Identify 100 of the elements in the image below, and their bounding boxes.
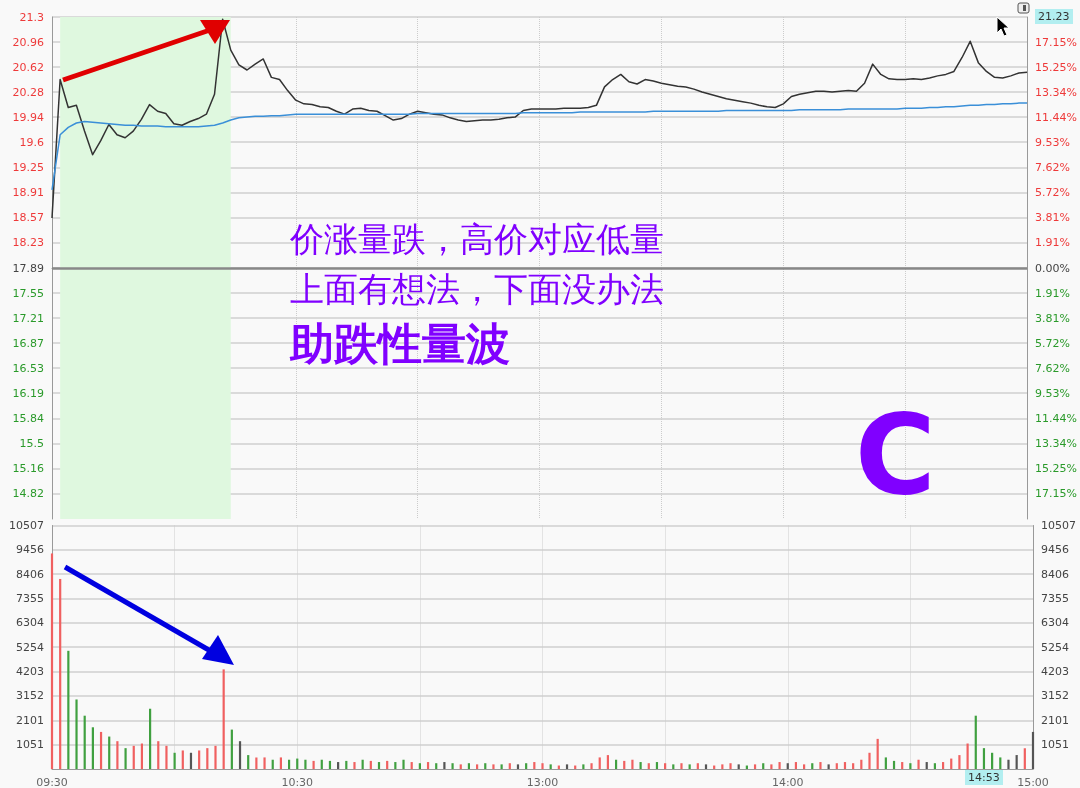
bar — [852, 763, 855, 769]
y2-tick-label: 6304 — [1041, 616, 1069, 630]
bar — [500, 764, 503, 769]
bar — [263, 757, 266, 769]
y2-tick-label: 3.81% — [1035, 211, 1071, 225]
bar — [876, 738, 879, 769]
bar — [565, 764, 569, 769]
y2-tick-label: 7.62% — [1035, 161, 1071, 175]
y-tick-label: 17.21 — [12, 311, 44, 325]
y3-tick-label: 7.62% — [1035, 361, 1071, 375]
x-tick-label: 14:00 — [771, 776, 804, 788]
bar — [925, 762, 928, 769]
bar — [198, 750, 201, 769]
bar — [696, 763, 699, 769]
bar — [353, 762, 356, 769]
bar — [508, 763, 511, 769]
x-tick-label: 09:30 — [36, 776, 68, 788]
y-tick-label: 16.87 — [12, 336, 44, 350]
bar — [459, 764, 462, 769]
y-tick-label: 3152 — [16, 689, 44, 703]
bar — [426, 762, 430, 769]
y-tick-label: 20.62 — [12, 60, 44, 74]
text: 21.23 — [1035, 9, 1073, 24]
bar — [1023, 748, 1026, 769]
annotation: 上面有想法，下面没办法 — [290, 269, 664, 309]
y2-tick-label: 2101 — [1041, 713, 1069, 727]
y-tick-label: 6304 — [16, 616, 44, 630]
bar — [476, 764, 479, 769]
y2-tick-label: 3152 — [1041, 689, 1069, 703]
bar — [933, 763, 936, 769]
bar — [982, 748, 986, 769]
bar — [484, 763, 487, 769]
bar — [451, 763, 454, 769]
bar — [410, 762, 413, 769]
bar — [247, 755, 250, 769]
bar — [230, 729, 233, 769]
bar — [680, 763, 683, 769]
y2-tick-label: 9.53% — [1035, 136, 1071, 149]
bar — [549, 764, 552, 769]
y-tick-label: 20.28 — [12, 85, 44, 99]
y-tick-label: 19.25 — [12, 161, 44, 175]
bar — [533, 762, 536, 769]
y-tick-label: 21.3 — [19, 10, 44, 24]
y2-tick-label: 15.25% — [1035, 60, 1078, 74]
bar — [811, 763, 814, 769]
bar — [721, 764, 724, 769]
bar — [631, 759, 634, 769]
bar — [75, 699, 78, 769]
bar — [59, 578, 62, 769]
bar — [149, 708, 152, 769]
bar — [435, 763, 438, 769]
bar — [762, 763, 765, 769]
bar — [664, 763, 667, 769]
bar — [753, 764, 757, 769]
bar — [819, 762, 822, 769]
x-tick-label: 15:00 — [1017, 776, 1049, 788]
text: 14:53 — [965, 770, 1003, 785]
y3-tick-label: 17.15% — [1035, 487, 1078, 501]
bar — [778, 762, 781, 769]
bar — [672, 764, 675, 769]
bar — [492, 764, 495, 769]
y-tick-label: 19.6 — [19, 135, 44, 149]
y-tick-label: 16.53 — [12, 361, 44, 375]
y3-tick-label: 11.44% — [1035, 412, 1078, 426]
y-tick-label: 16.19 — [12, 386, 44, 400]
y-tick-label: 18.23 — [12, 236, 44, 250]
y-tick-label: 1051 — [16, 738, 44, 752]
annotation: 价涨量跌，高价对应低量 — [290, 219, 664, 259]
bar — [582, 764, 585, 769]
y3-tick-label: 13.34% — [1035, 437, 1078, 451]
bar — [688, 764, 691, 769]
bar — [704, 764, 708, 769]
bar — [337, 762, 340, 769]
y-tick-label: 2101 — [16, 713, 44, 727]
bar — [860, 759, 863, 769]
bar — [786, 763, 789, 769]
bar — [443, 762, 446, 769]
bar — [958, 755, 961, 769]
y-tick-label: 14.82 — [12, 487, 44, 501]
bar — [843, 762, 847, 769]
y3-tick-label: 5.72% — [1035, 336, 1071, 350]
bar — [639, 762, 642, 769]
bar — [99, 731, 103, 769]
bar — [1031, 731, 1035, 769]
bar — [402, 759, 405, 769]
bar — [467, 763, 471, 769]
bar — [181, 750, 184, 769]
bar — [974, 715, 977, 769]
bar — [516, 764, 520, 769]
bar — [614, 759, 618, 769]
y-tick-label: 18.57 — [12, 211, 44, 225]
bar — [868, 752, 871, 769]
bar — [279, 757, 282, 769]
y-tick-label: 15.16 — [12, 462, 44, 476]
bar — [655, 762, 659, 769]
bar — [165, 745, 168, 769]
bar — [67, 650, 70, 769]
bar — [214, 745, 217, 769]
y2-tick-label: 5254 — [1041, 640, 1069, 654]
y2-tick-label: 4203 — [1041, 665, 1069, 679]
